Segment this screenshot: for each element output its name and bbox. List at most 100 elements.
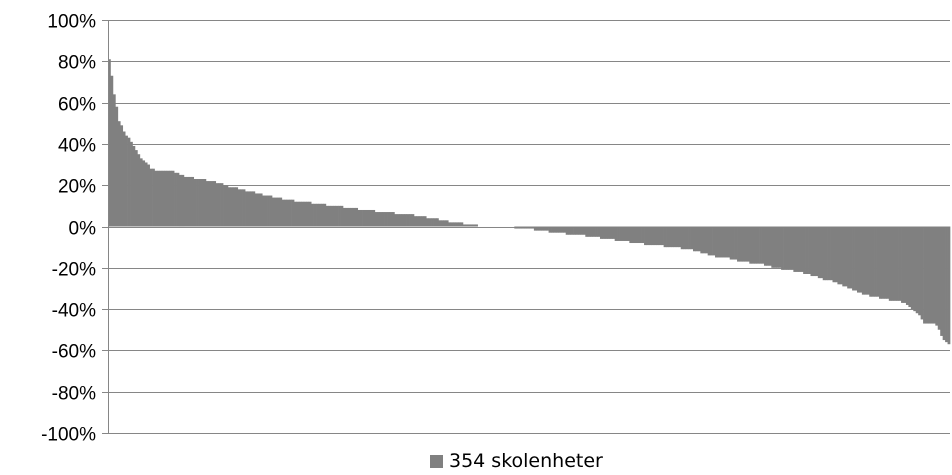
bar [465, 224, 469, 227]
bar [859, 226, 863, 293]
bar [631, 226, 635, 244]
bar [805, 226, 809, 274]
bar [624, 226, 628, 241]
bar [685, 226, 689, 250]
bar [271, 197, 275, 227]
bar [558, 226, 562, 233]
bar [871, 226, 875, 297]
bar [421, 216, 425, 227]
bar [925, 226, 929, 324]
bar [908, 226, 912, 308]
bar [935, 226, 939, 326]
bar [879, 226, 882, 299]
bar [142, 160, 146, 227]
bar [308, 201, 312, 227]
bar [695, 226, 699, 252]
bar [837, 226, 841, 285]
bar [259, 193, 263, 227]
bar [918, 226, 921, 316]
bar [467, 224, 471, 227]
bar [335, 205, 339, 227]
bar [839, 226, 843, 285]
bar [218, 183, 221, 227]
bar [697, 226, 701, 252]
bar [369, 209, 373, 227]
bar [903, 226, 907, 303]
bar [553, 226, 557, 233]
bar [915, 226, 919, 314]
bar [186, 176, 190, 227]
bar [656, 226, 660, 246]
bar [688, 226, 691, 250]
bar [240, 189, 243, 227]
bar [795, 226, 799, 272]
bar [766, 226, 770, 266]
bar [296, 201, 300, 227]
bar [653, 226, 657, 246]
bar [661, 226, 664, 246]
bar [450, 222, 454, 227]
bar [406, 214, 410, 227]
bar [883, 226, 887, 299]
bar [401, 214, 405, 227]
bar [426, 218, 429, 227]
bar [560, 226, 564, 233]
bar [832, 226, 836, 283]
bar [893, 226, 897, 301]
y-tick-label: 40% [58, 136, 96, 157]
bar [159, 170, 163, 227]
bar [472, 224, 476, 227]
bar [548, 226, 552, 233]
bar [641, 226, 645, 244]
bar [377, 212, 381, 227]
bar [161, 170, 165, 227]
y-tick-label: 0% [69, 219, 97, 240]
bar [741, 226, 745, 262]
bar [607, 226, 611, 239]
bar [460, 222, 464, 227]
bar [869, 226, 873, 297]
bar [820, 226, 824, 279]
bar [125, 135, 128, 227]
bar [636, 226, 640, 244]
bar [279, 197, 283, 227]
bar [541, 226, 545, 231]
bar [595, 226, 598, 237]
bar [707, 226, 711, 256]
bar [529, 226, 532, 229]
bar [768, 226, 772, 266]
bar [232, 187, 236, 227]
bar [759, 226, 762, 264]
bar [391, 212, 395, 227]
bar [580, 226, 584, 235]
bar [154, 170, 158, 227]
bar [861, 226, 865, 295]
bar [646, 226, 650, 246]
bar [881, 226, 885, 299]
bar [852, 226, 855, 291]
bar [384, 212, 388, 227]
bar [812, 226, 816, 277]
bar [910, 226, 914, 310]
bar [932, 226, 936, 324]
bar [338, 205, 341, 227]
bar [169, 170, 172, 227]
bar [188, 176, 192, 227]
y-tick-label: 100% [47, 12, 96, 33]
bar [210, 181, 214, 227]
bar [570, 226, 574, 235]
bar [445, 220, 449, 227]
y-tick-label: 60% [58, 95, 96, 116]
bar [286, 199, 290, 227]
bar [617, 226, 620, 241]
bar [462, 224, 466, 227]
bar [619, 226, 623, 241]
bar [120, 125, 124, 227]
bar [147, 164, 150, 227]
bar [357, 209, 361, 227]
bar [443, 220, 447, 227]
bar [328, 205, 332, 227]
bar [365, 209, 368, 227]
bar [551, 226, 554, 233]
bar [198, 179, 202, 227]
